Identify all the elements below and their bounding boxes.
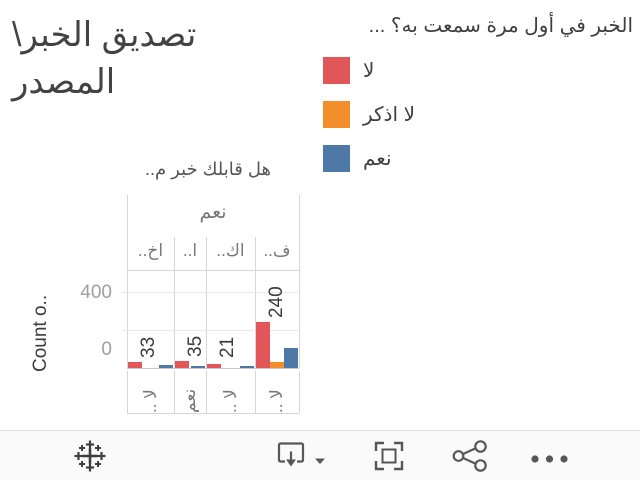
legend-title: الخبر في أول مرة سمعت به؟ ...	[368, 15, 633, 37]
label-row-divider	[299, 371, 300, 413]
legend-item-naam[interactable]: نعم	[323, 144, 633, 172]
legend-item-label: نعم	[363, 147, 392, 170]
column-group-header: نعم	[199, 202, 227, 223]
bar-label: 240	[266, 286, 287, 318]
page-title-line1: تصديق الخبر\	[12, 16, 197, 54]
panel-divider	[174, 237, 175, 368]
share-icon[interactable]	[451, 439, 489, 473]
panel-divider	[299, 195, 300, 368]
bar-label: 35	[185, 335, 206, 357]
x-axis-label: لا ..	[267, 389, 286, 413]
toolbar	[0, 430, 640, 480]
bar-لا[interactable]	[256, 322, 270, 368]
column-header: ا..	[182, 241, 198, 260]
bar-label: 21	[217, 336, 238, 358]
bar-نعم[interactable]	[284, 348, 298, 368]
y-axis-tick-400: 400	[80, 282, 112, 303]
gridline-400	[122, 292, 298, 293]
legend-swatch-blue	[323, 144, 350, 172]
download-options-caret-icon[interactable]	[314, 452, 326, 464]
column-field-title: هل قابلك خبر م..	[145, 159, 271, 179]
panel-divider	[255, 237, 256, 368]
fullscreen-icon[interactable]	[373, 440, 405, 472]
label-row-divider	[206, 371, 207, 413]
legend-item-label: لا اذكر	[363, 103, 415, 126]
legend-item-label: لا	[363, 59, 375, 82]
plot-top-border	[127, 270, 299, 271]
column-header: اخ..	[137, 241, 164, 260]
x-axis-label: نعم	[180, 388, 199, 413]
x-axis-baseline	[127, 368, 299, 369]
y-axis-tick-0: 0	[101, 339, 112, 360]
bar-نعم[interactable]	[159, 365, 173, 368]
label-row-divider	[127, 371, 128, 413]
label-row-divider	[174, 371, 175, 413]
bar-نعم[interactable]	[240, 366, 254, 368]
legend-swatch-red	[323, 56, 350, 84]
color-legend: الخبر في أول مرة سمعت به؟ ... لا لا اذكر…	[320, 12, 633, 172]
panel-divider	[127, 195, 128, 368]
x-axis-label: لا ..	[220, 389, 240, 413]
bar-لا اذكر[interactable]	[270, 362, 284, 368]
more-options-icon[interactable]	[530, 451, 574, 463]
bar-نعم[interactable]	[191, 366, 205, 368]
page-title: تصديق الخبر\ المصدر	[12, 12, 252, 106]
panel-divider	[206, 237, 207, 368]
column-header: ف..	[263, 241, 291, 260]
label-row-bottom-border	[127, 413, 299, 414]
gridline-200	[122, 330, 298, 331]
bar-لا[interactable]	[128, 362, 142, 368]
legend-item-la[interactable]: لا	[323, 56, 633, 84]
bar-label: 33	[138, 336, 159, 358]
bar-لا[interactable]	[175, 361, 189, 368]
legend-item-la-athkur[interactable]: لا اذكر	[323, 100, 633, 128]
column-header: اك..	[216, 241, 245, 260]
page-title-line2: المصدر	[12, 63, 116, 101]
tableau-logo-icon[interactable]	[72, 438, 108, 474]
label-row-divider	[255, 371, 256, 413]
legend-swatch-orange	[323, 100, 350, 128]
x-axis-label: لا ..	[140, 389, 160, 413]
download-icon[interactable]	[276, 441, 310, 471]
bar-لا[interactable]	[207, 364, 221, 368]
